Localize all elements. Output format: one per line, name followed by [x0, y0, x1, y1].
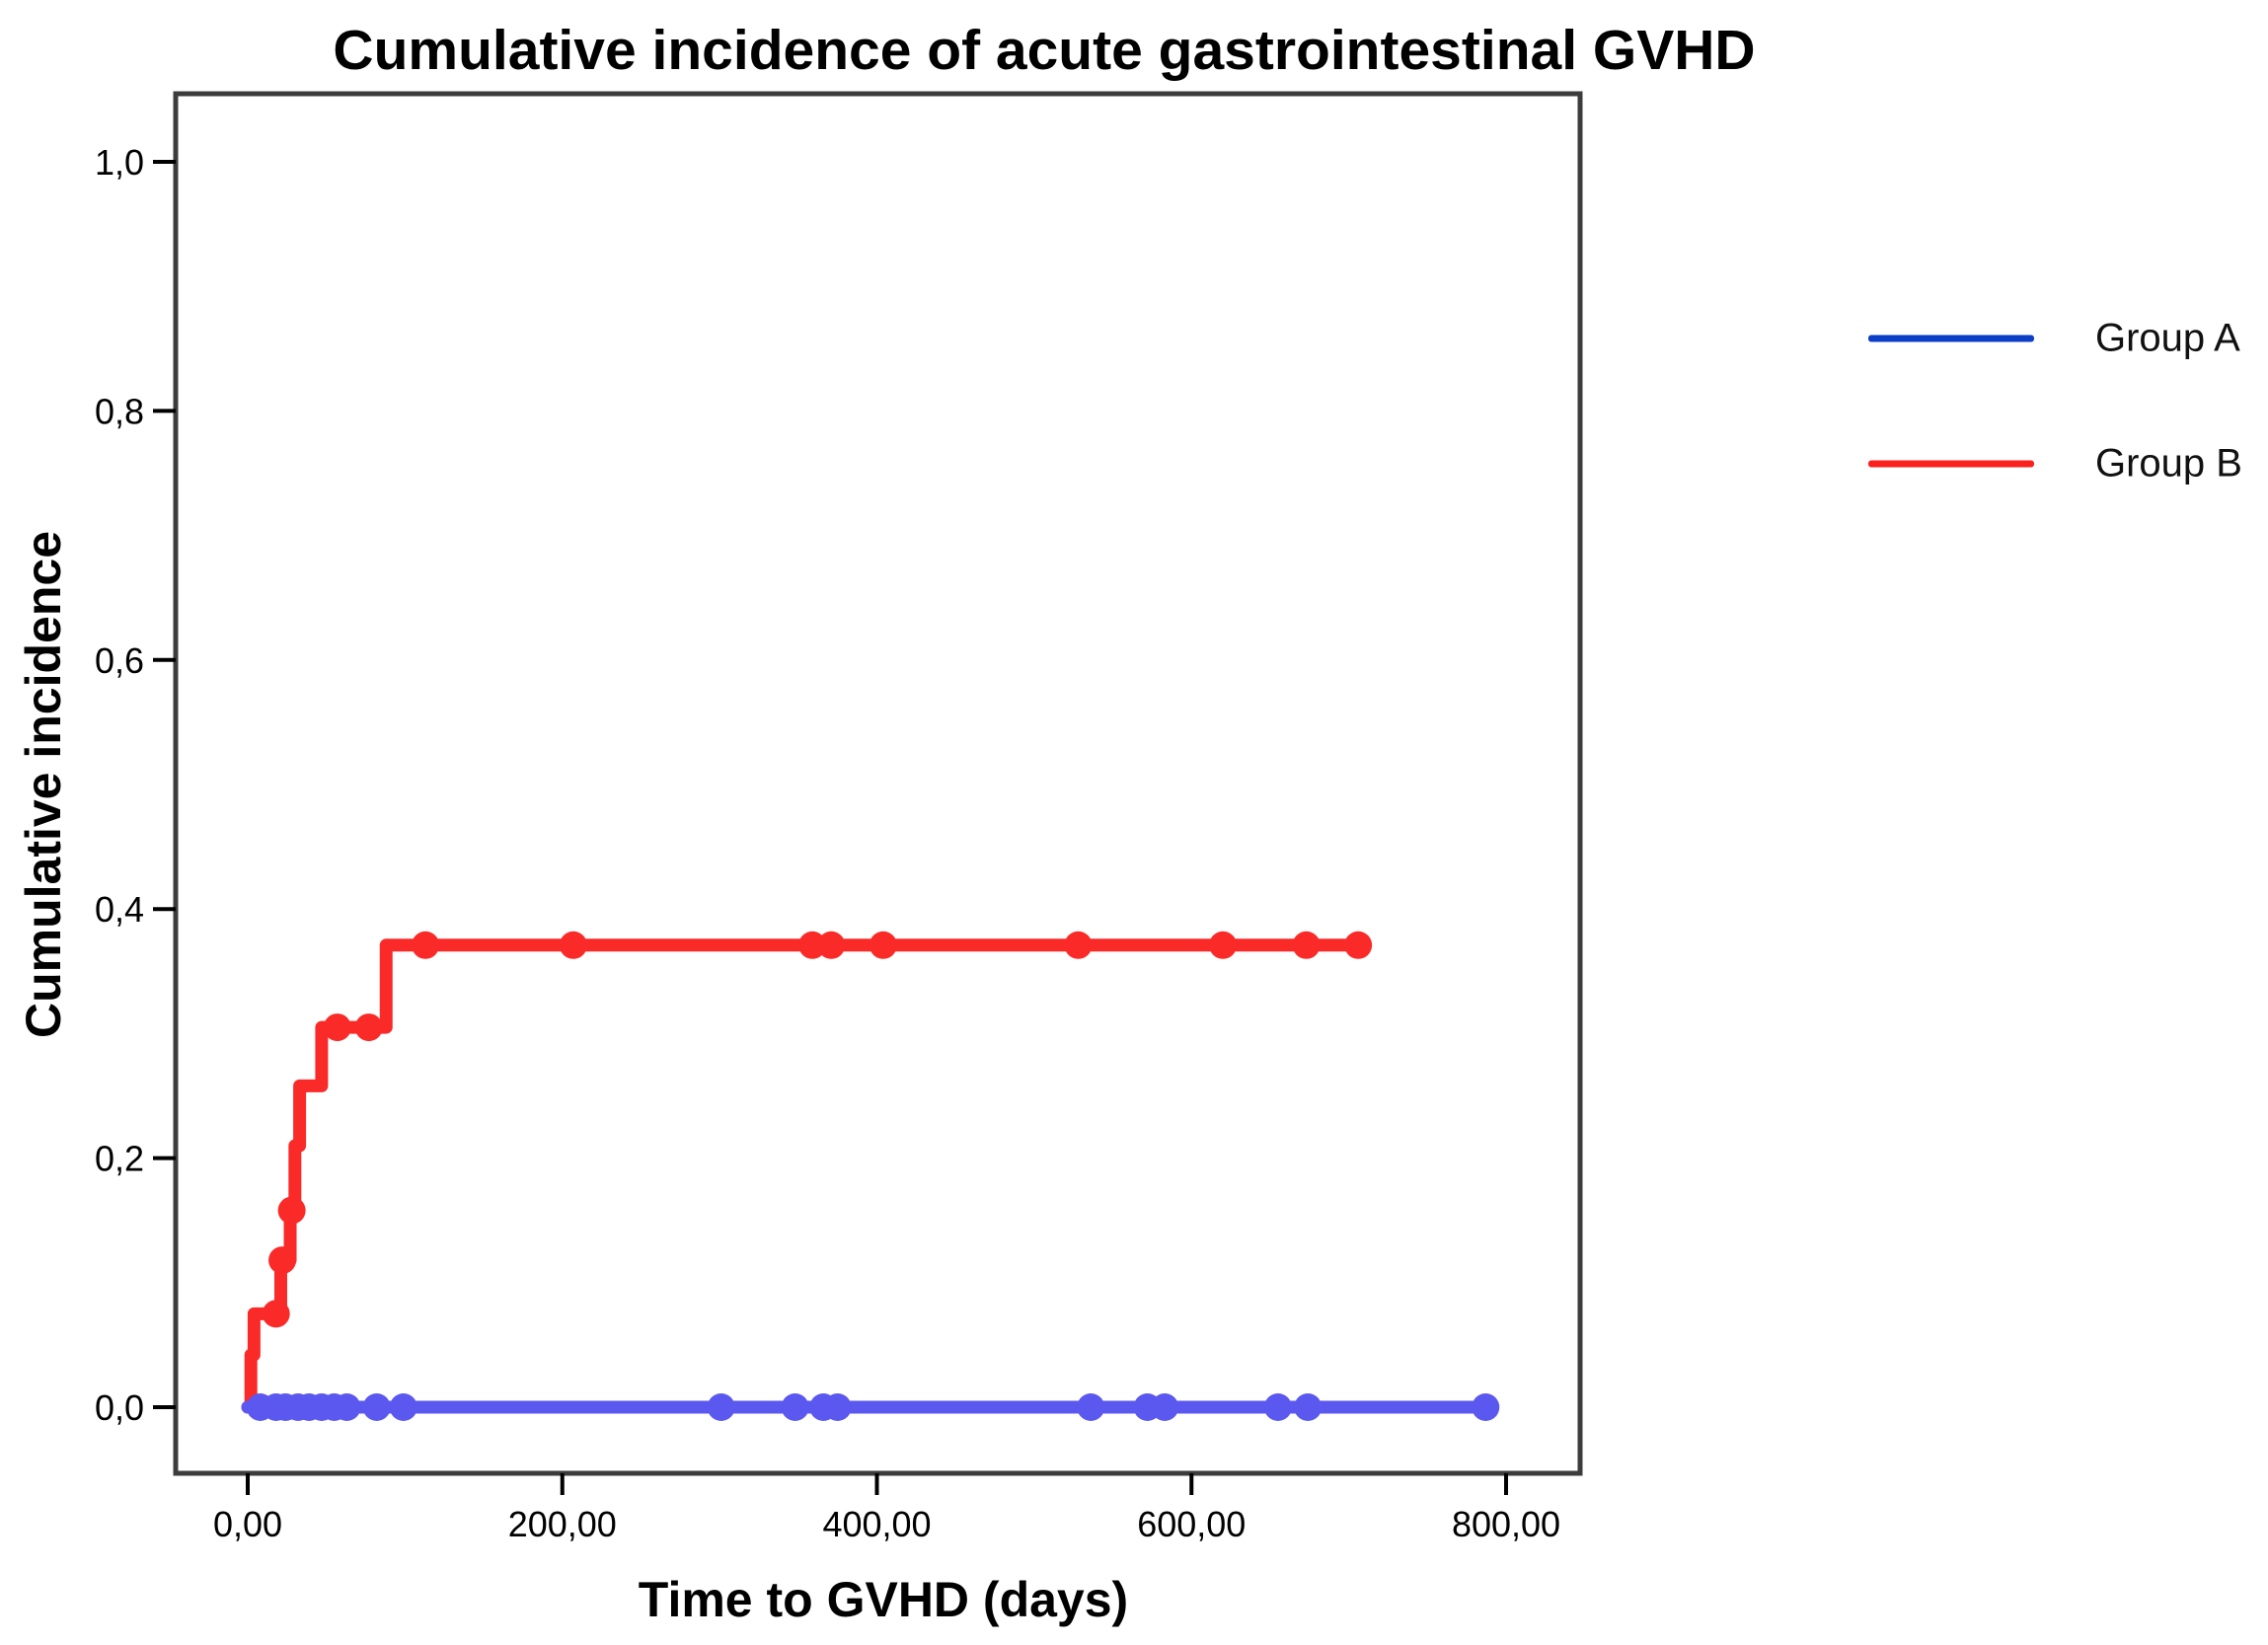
y-tick-label: 1,0 — [95, 142, 144, 183]
censor-mark-group-a — [1263, 1393, 1292, 1421]
legend-item-group-a: Group A — [1868, 317, 2240, 361]
legend-line-group-b-swatch — [1868, 460, 2034, 468]
censor-mark-group-a — [362, 1393, 391, 1421]
censor-mark-group-b — [1064, 931, 1093, 959]
y-tick-label: 0,4 — [95, 889, 144, 930]
censor-mark-group-a — [1472, 1393, 1500, 1421]
censor-mark-group-b — [1344, 931, 1373, 959]
legend-label-group-a: Group A — [2095, 316, 2240, 360]
legend-line-group-a-swatch — [1868, 335, 2034, 342]
legend-label-group-b: Group B — [2095, 441, 2242, 486]
censor-mark-group-a — [389, 1393, 417, 1421]
censor-mark-group-a — [333, 1393, 361, 1421]
y-tick-label: 0,2 — [95, 1139, 144, 1179]
legend-item-group-b: Group B — [1868, 442, 2242, 486]
censor-mark-group-a — [1151, 1393, 1179, 1421]
censor-mark-group-b — [798, 931, 827, 959]
censor-mark-group-b — [1209, 931, 1238, 959]
x-tick-label: 200,00 — [508, 1504, 617, 1544]
y-tick-label: 0,0 — [95, 1387, 144, 1428]
x-tick-label: 800,00 — [1452, 1504, 1560, 1544]
censor-mark-group-a — [1077, 1393, 1105, 1421]
y-tick-label: 0,8 — [95, 391, 144, 431]
censor-mark-group-b — [1292, 931, 1321, 959]
x-tick-label: 0,00 — [213, 1504, 282, 1544]
censor-mark-group-b — [412, 931, 440, 959]
censor-mark-group-b — [262, 1300, 290, 1328]
censor-mark-group-b — [869, 931, 897, 959]
series-line-group-b — [241, 938, 1365, 1414]
censor-mark-group-b — [277, 1196, 306, 1225]
censor-mark-group-a — [707, 1393, 735, 1421]
plot-border — [173, 91, 1583, 1476]
censor-mark-group-b — [559, 931, 587, 959]
y-tick-label: 0,6 — [95, 640, 144, 681]
censor-mark-group-b — [817, 931, 846, 959]
censor-mark-group-b — [323, 1013, 351, 1042]
x-tick-label: 400,00 — [822, 1504, 931, 1544]
chart-title: Cumulative incidence of acute gastrointe… — [333, 19, 1756, 82]
censor-mark-group-a — [781, 1393, 809, 1421]
x-axis-title: Time to GVHD (days) — [638, 1572, 1129, 1627]
censor-mark-group-b — [268, 1246, 297, 1275]
censor-mark-group-a — [1294, 1393, 1323, 1421]
censor-mark-group-a — [823, 1393, 852, 1421]
censor-mark-group-b — [354, 1013, 383, 1042]
x-tick-label: 600,00 — [1137, 1504, 1246, 1544]
